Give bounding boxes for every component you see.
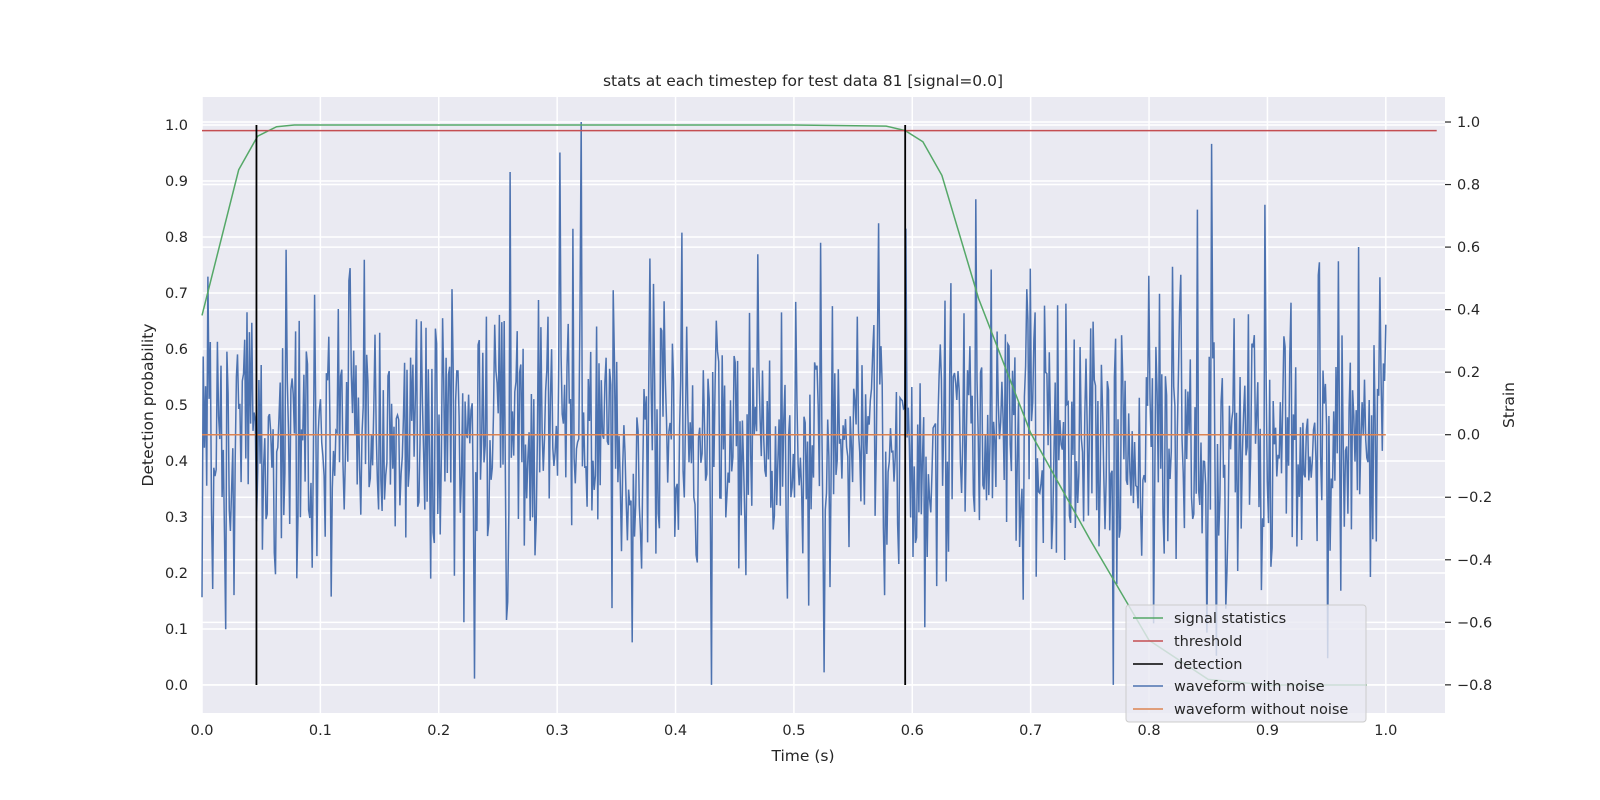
x-axis-title: Time (s): [770, 747, 834, 765]
y-tick-label: 0.9: [165, 174, 188, 190]
y2-tick-label: 0.4: [1457, 303, 1480, 319]
y-tick-label: 1.0: [165, 118, 188, 134]
x-axis-ticks: 0.0 0.1 0.2 0.3 0.4 0.5 0.6 0.7 0.8 0.9 1.0: [190, 723, 1397, 739]
y2-axis-ticks: −0.8 −0.6 −0.4 −0.2 0.0 0.2 0.4 0.6 0.8 1.0: [1445, 115, 1492, 694]
waveform-with-noise-line: [201, 121, 1387, 685]
legend-item-threshold: threshold: [1133, 634, 1242, 650]
legend: signal statistics threshold detection wa…: [1125, 604, 1367, 723]
y2-tick-label: 0.2: [1457, 365, 1480, 381]
legend-label-waveform-with-noise: waveform with noise: [1174, 679, 1325, 695]
legend-item-signal-statistics: signal statistics: [1133, 611, 1286, 627]
y2-tick-label: 0.6: [1457, 240, 1480, 256]
y2-tick-label: −0.4: [1457, 553, 1492, 569]
y2-tick-label: −0.8: [1457, 678, 1492, 694]
x-tick-label: 0.0: [190, 723, 213, 739]
y-tick-label: 0.4: [165, 454, 188, 470]
y-tick-label: 0.3: [165, 510, 188, 526]
y2-axis-title: Strain: [1500, 382, 1518, 428]
x-tick-label: 0.3: [546, 723, 569, 739]
y-tick-label: 0.8: [165, 230, 188, 246]
legend-item-waveform-with-noise: waveform with noise: [1133, 679, 1325, 695]
x-tick-label: 0.2: [427, 723, 450, 739]
y-tick-label: 0.1: [165, 622, 188, 638]
x-tick-label: 0.9: [1256, 723, 1279, 739]
y-axis-ticks: 0.0 0.1 0.2 0.3 0.4 0.5 0.6 0.7 0.8 0.9 1.0: [165, 118, 188, 694]
y2-tick-label: 0.8: [1457, 178, 1480, 194]
y-tick-label: 0.6: [165, 342, 188, 358]
legend-label-threshold: threshold: [1174, 634, 1242, 650]
y-axis-title: Detection probability: [139, 324, 157, 487]
y-tick-label: 0.5: [165, 398, 188, 414]
y2-tick-label: −0.6: [1457, 615, 1492, 631]
y-tick-label: 0.0: [165, 678, 188, 694]
x-tick-label: 0.8: [1138, 723, 1161, 739]
y-tick-label: 0.2: [165, 566, 188, 582]
x-tick-label: 0.5: [782, 723, 805, 739]
y2-tick-label: 0.0: [1457, 428, 1480, 444]
x-tick-label: 0.1: [309, 723, 332, 739]
y2-tick-label: 1.0: [1457, 115, 1480, 131]
chart-title: stats at each timestep for test data 81 …: [603, 72, 1003, 90]
legend-label-waveform-without-noise: waveform without noise: [1174, 702, 1348, 718]
x-tick-label: 0.7: [1019, 723, 1042, 739]
legend-item-detection: detection: [1133, 657, 1242, 673]
x-tick-label: 0.6: [901, 723, 924, 739]
legend-label-detection: detection: [1174, 657, 1242, 673]
detection-lines: [255, 125, 907, 685]
x-tick-label: 1.0: [1374, 723, 1397, 739]
y-tick-label: 0.7: [165, 286, 188, 302]
y2-tick-label: −0.2: [1457, 490, 1492, 506]
x-tick-label: 0.4: [664, 723, 687, 739]
legend-label-signal-statistics: signal statistics: [1174, 611, 1286, 627]
legend-item-waveform-without-noise: waveform without noise: [1133, 702, 1348, 718]
